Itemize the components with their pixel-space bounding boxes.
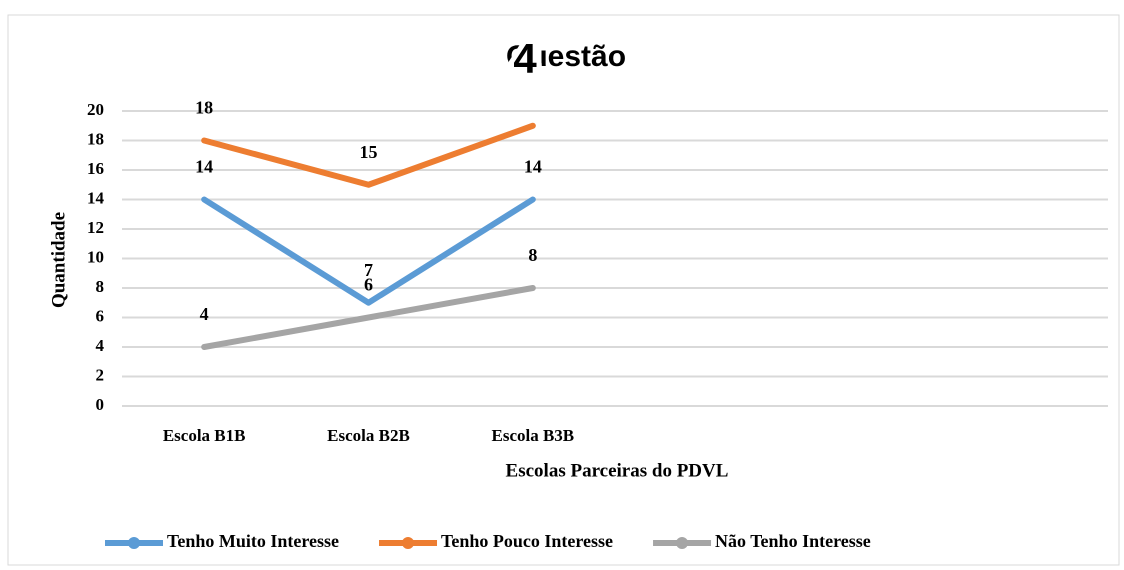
- legend-label: Tenho Muito Interesse: [167, 531, 339, 551]
- y-tick-label: 10: [87, 247, 104, 266]
- legend-label: Tenho Pouco Interesse: [441, 531, 613, 551]
- y-tick-label: 18: [87, 129, 104, 148]
- y-tick-label: 0: [96, 395, 105, 414]
- y-tick-label: 6: [96, 306, 105, 325]
- y-tick-label: 8: [96, 277, 105, 296]
- annotation: 4: [513, 35, 537, 82]
- y-tick-label: 16: [87, 159, 104, 178]
- series-line: [201, 122, 536, 188]
- legend-label: Não Tenho Interesse: [715, 531, 871, 551]
- data-label: 14: [524, 157, 542, 177]
- legend-marker: [128, 537, 140, 549]
- data-label: 18: [195, 98, 213, 118]
- y-tick-label: 4: [96, 336, 105, 355]
- data-label: 15: [360, 142, 378, 162]
- series-line: [201, 196, 536, 306]
- y-tick-label: 14: [87, 188, 105, 207]
- data-label: 4: [200, 304, 209, 324]
- data-label: 6: [364, 275, 373, 295]
- data-label: 14: [195, 157, 213, 177]
- y-tick-label: 2: [96, 365, 105, 384]
- x-axis-title: Escolas Parceiras do PDVL: [506, 460, 729, 481]
- data-label: 8: [528, 245, 537, 265]
- y-tick-label: 20: [87, 100, 104, 119]
- x-tick-label: Escola B1B: [163, 426, 246, 445]
- x-tick-label: Escola B3B: [492, 426, 575, 445]
- x-tick-label: Escola B2B: [327, 426, 410, 445]
- series-line: [201, 285, 536, 350]
- data-label: 7: [364, 260, 373, 280]
- chart-title: Questão: [506, 40, 626, 73]
- chart-border: [7, 14, 1120, 566]
- legend-marker: [676, 537, 689, 549]
- y-axis-title: Quantidade: [48, 212, 69, 308]
- legend-marker: [402, 537, 415, 549]
- y-tick-label: 12: [87, 218, 104, 237]
